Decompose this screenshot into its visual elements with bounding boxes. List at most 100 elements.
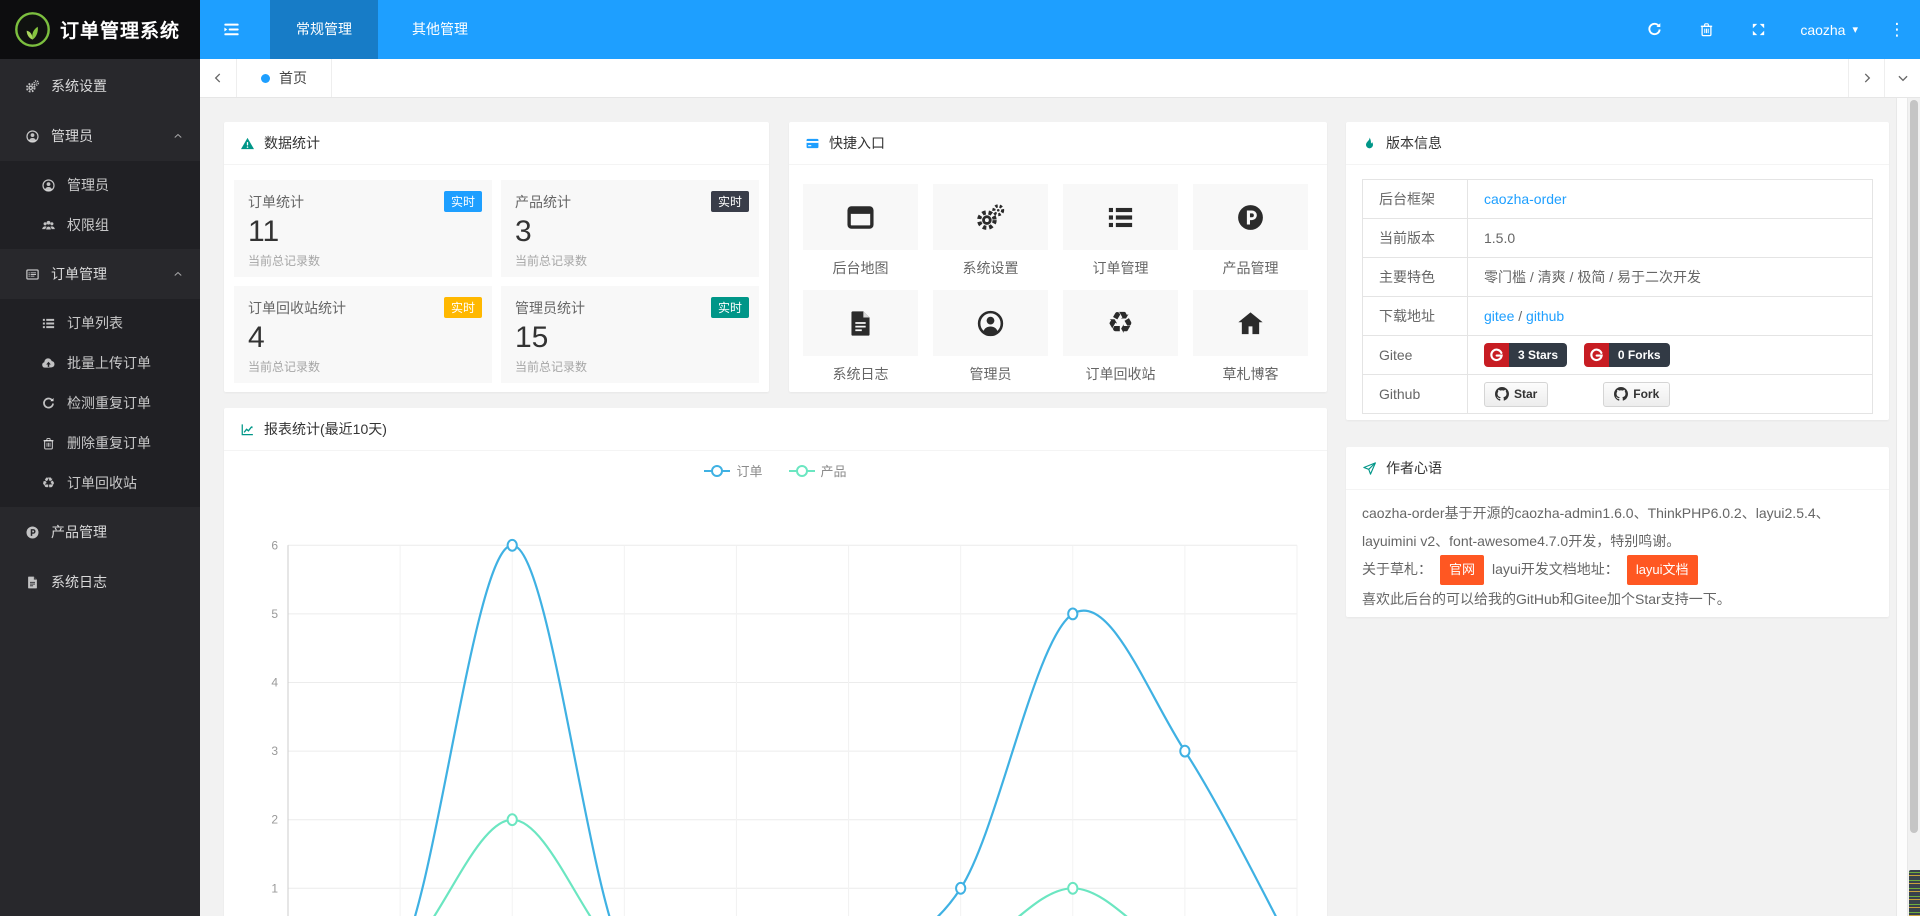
author-paragraph: layui开发文档地址： (1492, 561, 1619, 577)
official-site-button[interactable]: 官网 (1440, 555, 1485, 585)
cloud-upload-icon (41, 356, 56, 371)
stat-value: 11 (248, 215, 280, 248)
sidebar-item-order-list[interactable]: 订单列表 (0, 303, 200, 343)
clear-cache-button[interactable] (1680, 0, 1732, 59)
topnav-tab-other[interactable]: 其他管理 (412, 21, 468, 37)
stat-box-orders: 订单统计 实时 11 当前总记录数 (234, 180, 492, 277)
tab-scroll-right-button[interactable] (1848, 59, 1884, 97)
github-star-button[interactable]: Star (1484, 381, 1549, 407)
sidebar-item-system-settings[interactable]: 系统设置 (0, 61, 200, 111)
tab-home[interactable]: 首页 (237, 59, 332, 97)
sidebar-item-batch-upload[interactable]: 批量上传订单 (0, 343, 200, 383)
github-link[interactable]: github (1526, 308, 1565, 324)
quick-entry-caozha-blog[interactable]: 草札博客 (1193, 290, 1308, 384)
layui-docs-button[interactable]: layui文档 (1626, 555, 1698, 585)
user-dropdown[interactable]: caozha ▾ (1784, 0, 1874, 59)
fullscreen-icon (1750, 21, 1767, 38)
sidebar-item-product-management[interactable]: 产品管理 (0, 507, 200, 557)
legend-marker-icon (704, 464, 731, 478)
tab-bar: 首页 (200, 59, 1920, 98)
gitee-link[interactable]: gitee (1484, 308, 1515, 324)
author-paragraph: 关于草札： (1362, 561, 1432, 577)
svg-text:1: 1 (271, 881, 278, 895)
refresh-icon (1646, 21, 1663, 38)
sidebar-item-order-recycle-bin[interactable]: ♻ 订单回收站 (0, 463, 200, 503)
author-note-card: 作者心语 caozha-order基于开源的caozha-admin1.6.0、… (1346, 447, 1889, 617)
sidebar-item-admin[interactable]: 管理员 (0, 165, 200, 205)
submenu-order-management: 订单列表 批量上传订单 检测重复订单 删除重复订单 ♻ 订单回收站 (0, 299, 200, 507)
quick-entry-order-recycle-bin[interactable]: ♻ 订单回收站 (1063, 290, 1178, 384)
gitee-icon (1489, 348, 1504, 363)
gears-icon (975, 202, 1006, 233)
sidebar-item-label: 订单回收站 (67, 475, 137, 491)
quick-entry-product-management[interactable]: 产品管理 (1193, 184, 1308, 278)
author-paragraph: 喜欢此后台的可以给我的GitHub和Gitee加个Star支持一下。 (1362, 591, 1731, 607)
stat-sublabel: 当前总记录数 (515, 360, 588, 374)
legend-item-products[interactable]: 产品 (788, 461, 847, 480)
order-list-icon (41, 316, 56, 331)
gitee-forks-badge[interactable]: 0 Forks (1583, 343, 1670, 367)
quick-entry-system-log[interactable]: 系统日志 (803, 290, 918, 384)
sidebar-menu: 系统设置 管理员 管理员 权限组 订单管理 (0, 59, 200, 607)
table-row: 后台框架 caozha-order (1362, 179, 1873, 219)
quick-entry-backend-map[interactable]: 后台地图 (803, 184, 918, 278)
realtime-badge: 实时 (443, 297, 482, 318)
paper-plane-icon (1362, 461, 1377, 476)
chevron-up-icon (172, 130, 184, 142)
gitee-stars-badge[interactable]: 3 Stars (1484, 343, 1568, 367)
quick-entry-admin[interactable]: 管理员 (933, 290, 1048, 384)
card-title: 数据统计 (264, 135, 320, 151)
sidebar-item-label: 产品管理 (51, 524, 107, 540)
sidebar-item-detect-duplicates[interactable]: 检测重复订单 (0, 383, 200, 423)
card-header: 快捷入口 (789, 122, 1327, 165)
stats-grid: 订单统计 实时 11 当前总记录数 产品统计 实时 3 当前总记录数 订单回收站… (224, 165, 769, 393)
quick-entry-system-settings[interactable]: 系统设置 (933, 184, 1048, 278)
github-fork-button[interactable]: Fork (1603, 381, 1671, 407)
sidebar-item-label: 批量上传订单 (67, 355, 151, 371)
table-row: 下载地址 gitee / github (1362, 296, 1873, 336)
framework-link[interactable]: caozha-order (1484, 191, 1567, 207)
user-circle-icon (25, 129, 40, 144)
gears-icon (25, 79, 40, 94)
tab-scroll-left-button[interactable] (200, 59, 237, 97)
author-paragraph: caozha-order基于开源的caozha-admin1.6.0、Think… (1362, 505, 1830, 549)
version-table: 后台框架 caozha-order 当前版本 1.5.0 主要特色 零门槛 / … (1362, 179, 1873, 414)
refresh-button[interactable] (1628, 0, 1680, 59)
fullscreen-button[interactable] (1732, 0, 1784, 59)
page-scrollbar-thumb[interactable] (1910, 100, 1918, 833)
stat-label: 订单回收站统计 (248, 300, 346, 316)
kebab-icon: ⋮ (1888, 19, 1906, 39)
link-separator: / (1514, 308, 1527, 324)
stat-label: 产品统计 (515, 194, 571, 210)
sidebar-item-admin-parent[interactable]: 管理员 (0, 111, 200, 161)
report-chart-card: 报表统计(最近10天) 订单 产品 1 2 3 4 5 6 (224, 408, 1327, 916)
topnav-tab-general[interactable]: 常规管理 (270, 0, 378, 59)
sidebar-item-permission-group[interactable]: 权限组 (0, 205, 200, 245)
legend-item-orders[interactable]: 订单 (704, 461, 763, 480)
logo: 订单管理系统 (0, 0, 200, 59)
header-actions: caozha ▾ ⋮ (1628, 0, 1920, 59)
sidebar-item-system-log[interactable]: 系统日志 (0, 557, 200, 607)
caret-down-icon: ▾ (1852, 24, 1858, 36)
quick-entry-order-management[interactable]: 订单管理 (1063, 184, 1178, 278)
tab-operations-button[interactable] (1884, 59, 1920, 97)
row-value: 零门槛 / 清爽 / 极简 / 易于二次开发 (1467, 257, 1873, 297)
card-header: 作者心语 (1346, 447, 1889, 490)
more-options-button[interactable]: ⋮ (1874, 0, 1920, 59)
table-row: 主要特色 零门槛 / 清爽 / 极简 / 易于二次开发 (1362, 257, 1873, 297)
stat-box-admins: 管理员统计 实时 15 当前总记录数 (501, 286, 759, 383)
card-header: 报表统计(最近10天) (224, 408, 1327, 451)
card-header: 版本信息 (1346, 122, 1889, 165)
row-value: 3 Stars 0 Forks (1467, 335, 1873, 375)
sidebar-item-delete-duplicates[interactable]: 删除重复订单 (0, 423, 200, 463)
chevron-down-icon (1896, 71, 1910, 85)
sidebar-item-order-management-parent[interactable]: 订单管理 (0, 249, 200, 299)
github-icon (1495, 387, 1509, 401)
iframe-scrollbar-track[interactable] (1896, 98, 1908, 916)
chevron-up-icon (172, 268, 184, 280)
top-header: 常规管理 其他管理 caozha ▾ ⋮ (200, 0, 1920, 59)
stat-box-products: 产品统计 实时 3 当前总记录数 (501, 180, 759, 277)
app-title: 订单管理系统 (60, 21, 181, 42)
collapse-sidebar-button[interactable] (200, 0, 262, 59)
version-info-card: 版本信息 后台框架 caozha-order 当前版本 1.5.0 主要特色 零… (1346, 122, 1889, 420)
